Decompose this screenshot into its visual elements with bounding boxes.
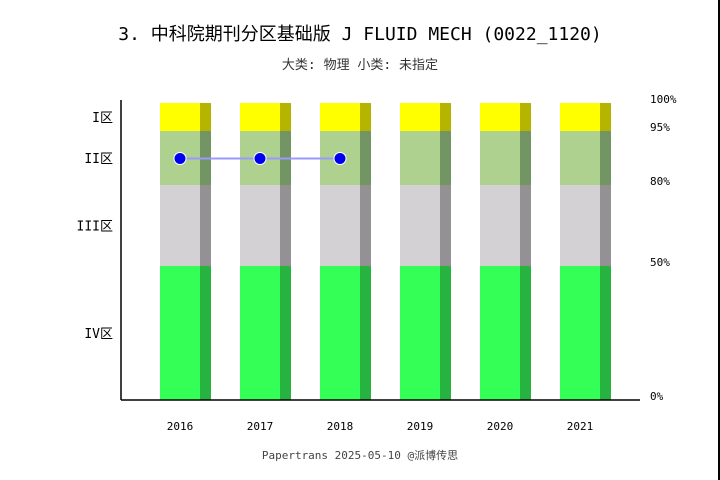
bar-segment-shade-2 bbox=[360, 131, 371, 185]
bar-segment-shade-1 bbox=[280, 103, 291, 131]
chart-title: 3. 中科院期刊分区基础版 J FLUID MECH (0022_1120) bbox=[118, 24, 601, 45]
x-tick-label: 2021 bbox=[567, 420, 594, 433]
bar-2016 bbox=[160, 103, 211, 400]
bar-segment-1 bbox=[240, 103, 280, 131]
data-point bbox=[333, 152, 347, 165]
bar-segment-2 bbox=[560, 131, 600, 185]
bar-segment-shade-3 bbox=[440, 185, 451, 266]
zone-label: III区 bbox=[77, 220, 113, 235]
bar-segment-shade-2 bbox=[520, 131, 531, 185]
right-tick-label: 0% bbox=[650, 390, 664, 403]
bar-segment-shade-3 bbox=[600, 185, 611, 266]
data-point bbox=[253, 152, 267, 165]
chart-subtitle: 大类: 物理 小类: 未指定 bbox=[282, 58, 438, 73]
bar-segment-3 bbox=[240, 185, 280, 266]
bar-segment-3 bbox=[320, 185, 360, 266]
bar-segment-4 bbox=[240, 266, 280, 400]
bar-2017 bbox=[240, 103, 291, 400]
x-tick-label: 2016 bbox=[167, 420, 194, 433]
bar-segment-shade-1 bbox=[600, 103, 611, 131]
x-tick-label: 2017 bbox=[247, 420, 274, 433]
bar-segment-4 bbox=[560, 266, 600, 400]
bar-2019 bbox=[400, 103, 451, 400]
zone-label: IV区 bbox=[84, 327, 113, 342]
bar-segment-shade-1 bbox=[520, 103, 531, 131]
bar-segment-shade-4 bbox=[280, 266, 291, 400]
x-tick-label: 2020 bbox=[487, 420, 514, 433]
bar-2020 bbox=[480, 103, 531, 400]
bar-segment-2 bbox=[400, 131, 440, 185]
bar-segment-shade-3 bbox=[280, 185, 291, 266]
bar-segment-shade-3 bbox=[200, 185, 211, 266]
bar-segment-4 bbox=[480, 266, 520, 400]
bar-segment-shade-4 bbox=[600, 266, 611, 400]
bar-segment-4 bbox=[320, 266, 360, 400]
bar-segment-shade-4 bbox=[520, 266, 531, 400]
bar-segment-shade-4 bbox=[200, 266, 211, 400]
zone-label: I区 bbox=[92, 111, 113, 126]
data-point bbox=[173, 152, 187, 165]
right-tick-label: 50% bbox=[650, 256, 670, 269]
x-tick-label: 2018 bbox=[327, 420, 354, 433]
bar-segment-shade-2 bbox=[440, 131, 451, 185]
right-tick-label: 80% bbox=[650, 175, 670, 188]
bar-segment-4 bbox=[160, 266, 200, 400]
bar-segment-1 bbox=[560, 103, 600, 131]
zone-label: II区 bbox=[84, 152, 113, 167]
bar-segment-shade-1 bbox=[440, 103, 451, 131]
bar-segment-shade-4 bbox=[360, 266, 371, 400]
bar-2021 bbox=[560, 103, 611, 400]
bar-segment-shade-3 bbox=[360, 185, 371, 266]
bar-segment-3 bbox=[480, 185, 520, 266]
bar-segment-2 bbox=[480, 131, 520, 185]
bar-2018 bbox=[320, 103, 371, 400]
bar-segment-3 bbox=[400, 185, 440, 266]
bar-segment-shade-4 bbox=[440, 266, 451, 400]
right-tick-label: 100% bbox=[650, 93, 677, 106]
bar-segment-4 bbox=[400, 266, 440, 400]
bar-segment-3 bbox=[160, 185, 200, 266]
bar-segment-1 bbox=[480, 103, 520, 131]
bar-segment-3 bbox=[560, 185, 600, 266]
x-tick-label: 2019 bbox=[407, 420, 434, 433]
footer: Papertrans 2025-05-10 @派博传思 bbox=[262, 449, 458, 462]
bar-segment-shade-1 bbox=[200, 103, 211, 131]
bar-segment-1 bbox=[320, 103, 360, 131]
bar-segment-shade-3 bbox=[520, 185, 531, 266]
bar-segment-1 bbox=[400, 103, 440, 131]
right-tick-label: 95% bbox=[650, 121, 670, 134]
bar-segment-shade-2 bbox=[600, 131, 611, 185]
bar-segment-shade-1 bbox=[360, 103, 371, 131]
bar-segment-1 bbox=[160, 103, 200, 131]
